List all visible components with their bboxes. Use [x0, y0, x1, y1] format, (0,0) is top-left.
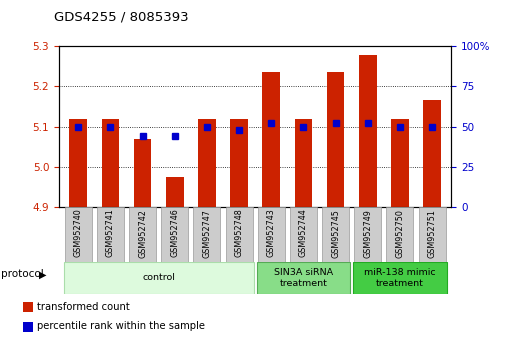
Bar	[359, 55, 377, 207]
Bar	[97, 207, 124, 262]
Text: protocol: protocol	[1, 269, 44, 279]
Bar	[134, 139, 151, 207]
Bar	[193, 207, 221, 262]
Text: GSM952751: GSM952751	[428, 209, 437, 258]
Bar	[230, 119, 248, 207]
Bar	[226, 207, 252, 262]
Bar	[23, 302, 33, 312]
Text: GSM952745: GSM952745	[331, 209, 340, 258]
Bar	[391, 119, 409, 207]
Text: GSM952747: GSM952747	[203, 209, 211, 258]
Bar	[257, 262, 350, 294]
Text: GSM952742: GSM952742	[138, 209, 147, 258]
Text: miR-138 mimic
treatment: miR-138 mimic treatment	[364, 268, 436, 287]
Bar	[166, 177, 184, 207]
Text: GDS4255 / 8085393: GDS4255 / 8085393	[54, 11, 188, 24]
Bar	[290, 207, 317, 262]
Text: GSM952740: GSM952740	[74, 209, 83, 257]
Text: SIN3A siRNA
treatment: SIN3A siRNA treatment	[274, 268, 333, 287]
Bar	[294, 119, 312, 207]
Bar	[423, 101, 441, 207]
Bar	[23, 322, 33, 332]
Text: GSM952746: GSM952746	[170, 209, 180, 257]
Bar	[64, 262, 253, 294]
Bar	[419, 207, 446, 262]
Bar	[263, 72, 280, 207]
Bar	[102, 119, 120, 207]
Text: GSM952749: GSM952749	[363, 209, 372, 258]
Bar	[386, 207, 413, 262]
Text: transformed count: transformed count	[37, 302, 130, 312]
Bar	[327, 72, 345, 207]
Text: GSM952750: GSM952750	[396, 209, 404, 258]
Text: GSM952743: GSM952743	[267, 209, 276, 257]
Bar	[129, 207, 156, 262]
Text: control: control	[142, 273, 175, 282]
Text: GSM952748: GSM952748	[234, 209, 244, 257]
Bar	[69, 119, 87, 207]
Bar	[258, 207, 285, 262]
Bar	[161, 207, 188, 262]
Bar	[65, 207, 92, 262]
Text: ▶: ▶	[39, 269, 47, 279]
Bar	[353, 262, 447, 294]
Bar	[198, 119, 216, 207]
Text: GSM952744: GSM952744	[299, 209, 308, 257]
Text: GSM952741: GSM952741	[106, 209, 115, 257]
Bar	[322, 207, 349, 262]
Bar	[354, 207, 381, 262]
Text: percentile rank within the sample: percentile rank within the sample	[37, 321, 205, 331]
